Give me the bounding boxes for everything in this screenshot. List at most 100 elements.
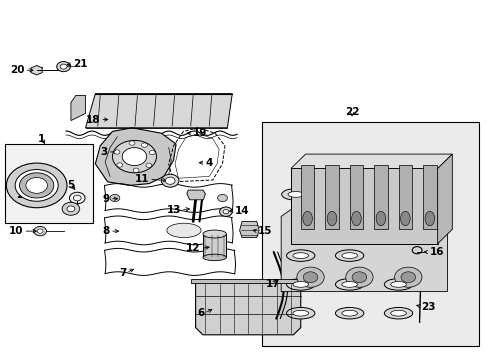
- Ellipse shape: [375, 211, 385, 226]
- Ellipse shape: [286, 250, 314, 261]
- Ellipse shape: [335, 250, 363, 261]
- Circle shape: [122, 148, 146, 166]
- Text: 14: 14: [234, 206, 249, 216]
- Text: 5: 5: [67, 180, 74, 190]
- Polygon shape: [95, 128, 176, 185]
- Text: 2: 2: [16, 190, 23, 201]
- Ellipse shape: [203, 230, 226, 238]
- Text: 9: 9: [102, 194, 110, 204]
- Ellipse shape: [292, 253, 308, 258]
- Ellipse shape: [424, 211, 434, 226]
- Ellipse shape: [326, 211, 336, 226]
- Circle shape: [112, 140, 156, 173]
- Circle shape: [6, 163, 67, 208]
- Ellipse shape: [390, 310, 406, 316]
- Polygon shape: [281, 203, 447, 292]
- Bar: [261, 122, 478, 346]
- Ellipse shape: [286, 279, 314, 290]
- Ellipse shape: [203, 254, 226, 261]
- Circle shape: [60, 64, 67, 69]
- Circle shape: [67, 206, 75, 212]
- Circle shape: [161, 174, 179, 187]
- Text: 22: 22: [344, 107, 359, 117]
- Ellipse shape: [292, 282, 308, 287]
- Polygon shape: [290, 168, 437, 244]
- Text: 15: 15: [258, 226, 272, 236]
- Circle shape: [20, 173, 54, 198]
- Text: 4: 4: [205, 158, 212, 168]
- Ellipse shape: [335, 279, 363, 290]
- Circle shape: [26, 177, 47, 193]
- Polygon shape: [300, 165, 314, 229]
- Circle shape: [142, 143, 147, 147]
- Circle shape: [133, 168, 139, 172]
- Circle shape: [219, 207, 232, 216]
- Bar: [190, 279, 305, 283]
- Text: 20: 20: [10, 65, 24, 75]
- Bar: [203, 234, 226, 257]
- Ellipse shape: [281, 189, 309, 200]
- Text: 23: 23: [421, 302, 435, 312]
- Circle shape: [110, 194, 120, 202]
- Circle shape: [149, 150, 155, 155]
- Text: 7: 7: [119, 267, 126, 278]
- Polygon shape: [437, 154, 451, 244]
- Circle shape: [145, 163, 151, 167]
- Text: 21: 21: [73, 59, 88, 69]
- Ellipse shape: [166, 223, 201, 238]
- Ellipse shape: [286, 307, 314, 319]
- Text: 12: 12: [185, 243, 200, 253]
- Circle shape: [129, 141, 135, 145]
- Text: 3: 3: [100, 147, 107, 157]
- Text: 18: 18: [85, 114, 100, 125]
- Circle shape: [62, 202, 80, 215]
- Circle shape: [15, 170, 58, 201]
- Circle shape: [345, 267, 372, 287]
- Circle shape: [114, 150, 120, 154]
- Polygon shape: [373, 165, 387, 229]
- Ellipse shape: [351, 211, 361, 226]
- Text: 17: 17: [265, 279, 280, 289]
- Circle shape: [117, 163, 122, 167]
- Circle shape: [37, 229, 43, 233]
- Circle shape: [296, 267, 324, 287]
- Text: 16: 16: [428, 247, 443, 257]
- Bar: [5, 144, 93, 223]
- Ellipse shape: [341, 282, 357, 287]
- Polygon shape: [71, 95, 85, 121]
- Text: 19: 19: [193, 128, 207, 138]
- Ellipse shape: [341, 253, 357, 258]
- Ellipse shape: [287, 192, 303, 197]
- Circle shape: [34, 226, 46, 236]
- Polygon shape: [398, 165, 411, 229]
- Polygon shape: [31, 66, 42, 75]
- Text: 13: 13: [166, 204, 181, 215]
- Circle shape: [57, 62, 70, 72]
- Polygon shape: [325, 165, 338, 229]
- Circle shape: [351, 272, 366, 283]
- Ellipse shape: [384, 307, 412, 319]
- Polygon shape: [186, 190, 205, 200]
- Circle shape: [223, 210, 228, 214]
- Text: 6: 6: [197, 308, 204, 318]
- Circle shape: [303, 272, 317, 283]
- Polygon shape: [349, 165, 363, 229]
- Polygon shape: [195, 283, 300, 335]
- Text: 8: 8: [102, 226, 110, 236]
- Text: 1: 1: [38, 134, 45, 144]
- Ellipse shape: [335, 307, 363, 319]
- Ellipse shape: [390, 282, 406, 287]
- Ellipse shape: [384, 279, 412, 290]
- Ellipse shape: [292, 310, 308, 316]
- Ellipse shape: [302, 211, 312, 226]
- Text: 11: 11: [134, 174, 149, 184]
- Polygon shape: [85, 94, 232, 128]
- Polygon shape: [422, 165, 436, 229]
- Circle shape: [400, 272, 415, 283]
- Ellipse shape: [341, 310, 357, 316]
- Ellipse shape: [400, 211, 409, 226]
- Text: 10: 10: [9, 226, 23, 236]
- Circle shape: [165, 177, 175, 184]
- Polygon shape: [239, 221, 259, 238]
- Circle shape: [217, 194, 227, 202]
